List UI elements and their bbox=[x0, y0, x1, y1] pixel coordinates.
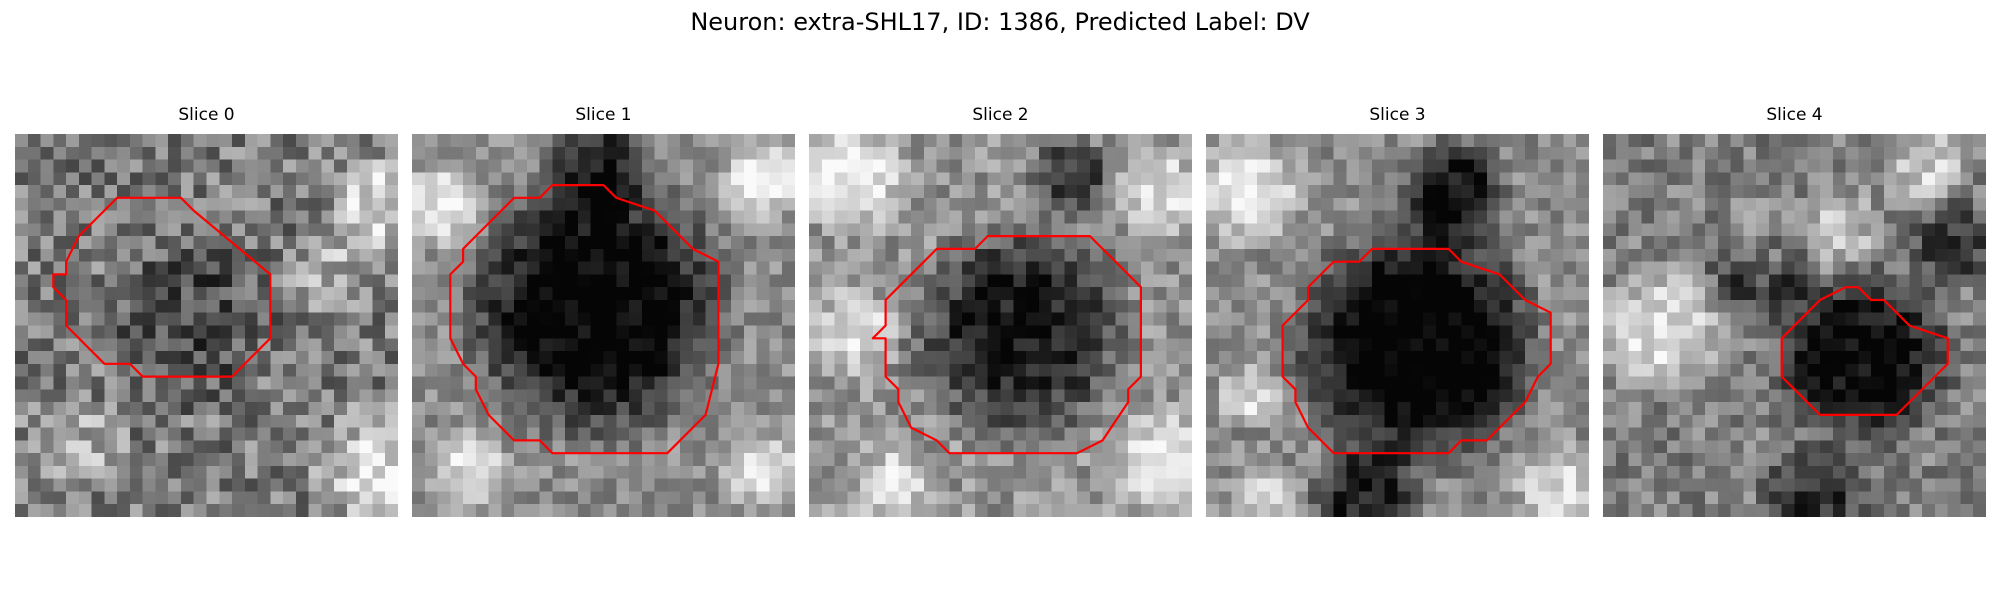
segmentation-contour bbox=[1780, 286, 1949, 416]
grayscale-pixels bbox=[1603, 134, 1986, 517]
slice-image bbox=[15, 134, 398, 517]
segmentation-contour bbox=[871, 234, 1142, 455]
grayscale-pixels bbox=[412, 134, 795, 517]
figure-title: Neuron: extra-SHL17, ID: 1386, Predicted… bbox=[690, 8, 1310, 36]
segmentation-contour bbox=[52, 196, 272, 378]
slice-svg bbox=[1603, 134, 1986, 517]
slice-panel-0: Slice 0 bbox=[15, 104, 398, 517]
segmentation-contour bbox=[449, 183, 720, 455]
slice-panel-2: Slice 2 bbox=[809, 104, 1192, 517]
slice-image bbox=[412, 134, 795, 517]
slice-svg bbox=[15, 134, 398, 517]
slice-title: Slice 4 bbox=[1766, 105, 1823, 125]
slice-image bbox=[809, 134, 1192, 517]
slice-panel-3: Slice 3 bbox=[1206, 104, 1589, 517]
grayscale-pixels bbox=[1206, 134, 1589, 517]
slice-image bbox=[1206, 134, 1589, 517]
grayscale-pixels bbox=[15, 134, 398, 517]
slice-svg bbox=[809, 134, 1192, 517]
grayscale-pixels bbox=[809, 134, 1192, 517]
slice-title: Slice 3 bbox=[1369, 105, 1426, 125]
slice-panel-1: Slice 1 bbox=[412, 104, 795, 517]
slice-title: Slice 1 bbox=[575, 105, 632, 125]
slice-panel-4: Slice 4 bbox=[1603, 104, 1986, 517]
slice-image bbox=[1603, 134, 1986, 517]
slice-title: Slice 0 bbox=[178, 105, 235, 125]
segmentation-contour bbox=[1281, 247, 1552, 455]
slice-svg bbox=[1206, 134, 1589, 517]
slice-title: Slice 2 bbox=[972, 105, 1029, 125]
slice-svg bbox=[412, 134, 795, 517]
